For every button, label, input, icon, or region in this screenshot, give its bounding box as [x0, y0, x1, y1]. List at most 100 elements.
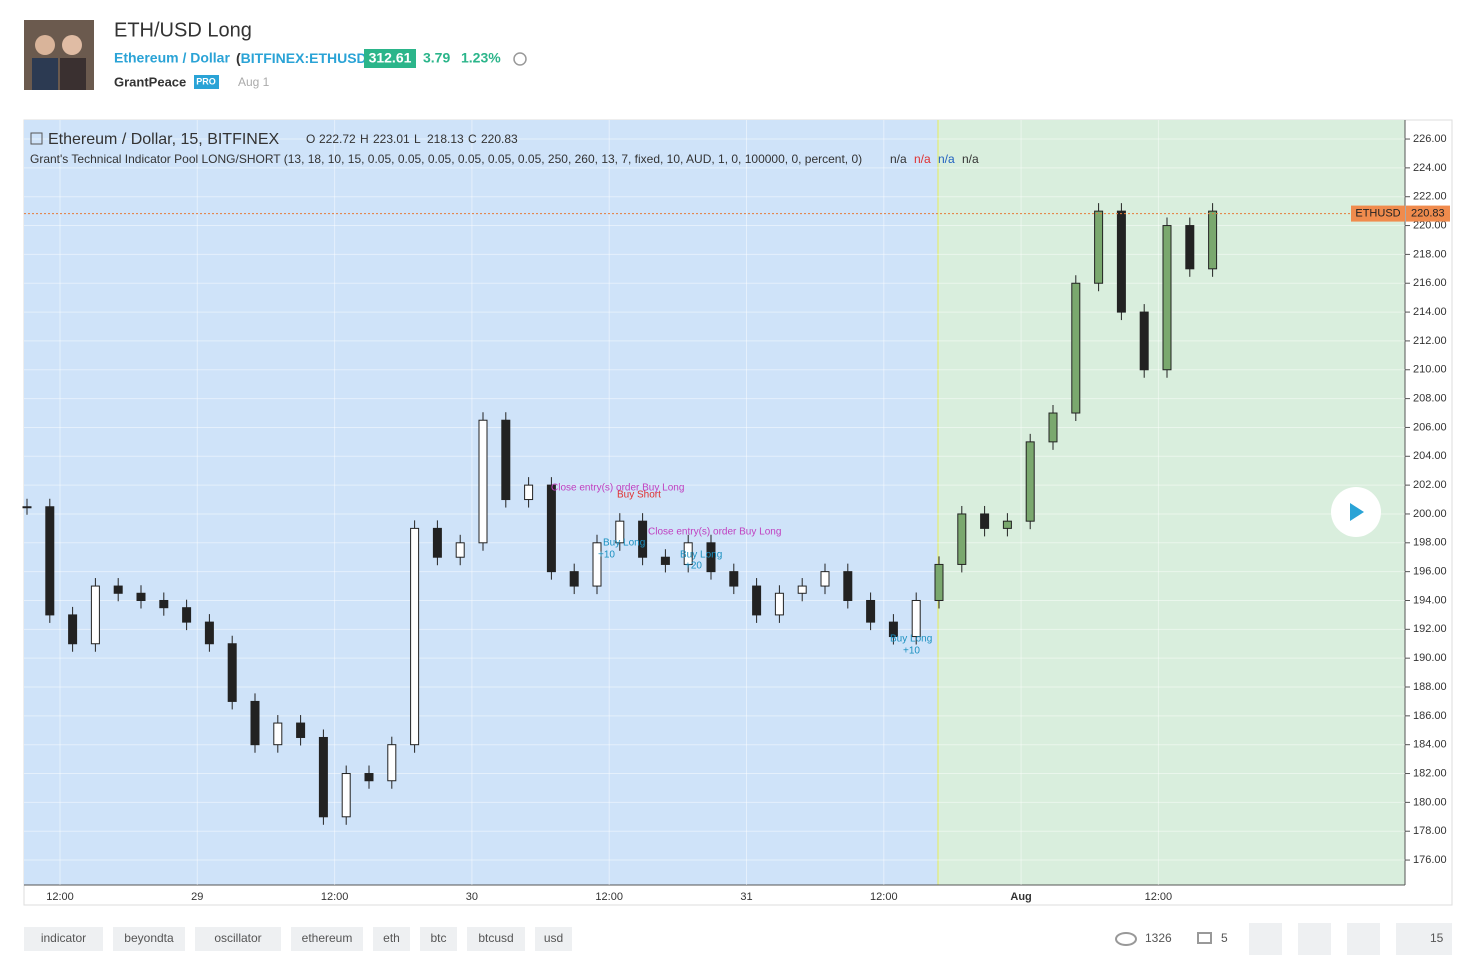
- candle: [752, 585, 762, 616]
- tag-chip[interactable]: [535, 927, 572, 951]
- comments-icon: [1197, 932, 1212, 944]
- annotation: +10: [598, 550, 615, 561]
- tag-chip[interactable]: [195, 927, 281, 951]
- y-tick-label: 196.00: [1413, 566, 1447, 578]
- y-tick-label: 212.00: [1413, 335, 1447, 347]
- y-tick-label: 220.00: [1413, 219, 1447, 231]
- candle: [888, 621, 898, 638]
- tag: indicator: [41, 931, 86, 945]
- star-button[interactable]: [1347, 923, 1380, 955]
- annotation: Buy Long: [890, 634, 932, 645]
- candle: [615, 520, 625, 544]
- x-tick-label: 30: [466, 891, 478, 903]
- candle: [45, 506, 55, 616]
- candle: [1139, 311, 1149, 371]
- play-icon: [1350, 503, 1364, 521]
- candle: [638, 520, 648, 558]
- tag-chip[interactable]: [420, 927, 457, 951]
- candle: [1116, 210, 1126, 313]
- candle: [957, 513, 967, 565]
- flag-button[interactable]: [1249, 923, 1282, 955]
- candle: [797, 585, 807, 594]
- share-button[interactable]: [1298, 923, 1331, 955]
- y-tick-label: 222.00: [1413, 191, 1447, 203]
- y-tick-label: 202.00: [1413, 479, 1447, 491]
- like-button[interactable]: [1396, 923, 1452, 955]
- y-tick-label: 210.00: [1413, 364, 1447, 376]
- symbol-tag: ETHUSD: [1355, 207, 1400, 219]
- candle: [546, 484, 556, 573]
- y-tick-label: 214.00: [1413, 306, 1447, 318]
- x-tick-label: 12:00: [1145, 891, 1173, 903]
- author[interactable]: GrantPeace: [114, 74, 186, 89]
- title: ETH/USD Long: [114, 19, 252, 41]
- candle: [341, 773, 351, 818]
- candle: [1208, 210, 1218, 270]
- tag-chip[interactable]: [467, 927, 525, 951]
- candle: [250, 700, 260, 746]
- annotation: Close entry(s) order Buy Long: [551, 483, 684, 494]
- y-tick-label: 218.00: [1413, 248, 1447, 260]
- candle: [90, 585, 100, 645]
- y-tick-label: 186.00: [1413, 710, 1447, 722]
- candle: [455, 542, 465, 558]
- y-tick-label: 178.00: [1413, 825, 1447, 837]
- y-tick-label: 200.00: [1413, 508, 1447, 520]
- tag-chip[interactable]: [24, 927, 103, 951]
- legend-title: Ethereum / Dollar, 15, BITFINEX: [48, 131, 280, 148]
- y-tick-label: 198.00: [1413, 537, 1447, 549]
- candle: [592, 542, 602, 587]
- alert-icon[interactable]: [513, 52, 527, 66]
- symbol-link[interactable]: Ethereum / Dollar: [114, 50, 230, 66]
- candle: [318, 736, 328, 818]
- change-pct: 1.23%: [461, 50, 501, 66]
- date: Aug 1: [238, 75, 270, 89]
- na-value: n/a: [962, 152, 979, 166]
- y-tick-label: 194.00: [1413, 594, 1447, 606]
- candle: [866, 599, 876, 623]
- last-price-bg: [1406, 205, 1450, 222]
- y-tick-label: 190.00: [1413, 652, 1447, 664]
- candle: [478, 419, 488, 544]
- annotation: +20: [685, 561, 702, 572]
- candle: [980, 513, 990, 529]
- tag-chip[interactable]: [291, 927, 363, 951]
- ohlc-key: L: [414, 132, 421, 146]
- pro: PRO: [196, 76, 216, 86]
- likes: 15: [1430, 931, 1444, 945]
- tag-chip[interactable]: [373, 927, 410, 951]
- annotation: Buy Short: [617, 490, 661, 501]
- na-value: n/a: [914, 152, 931, 166]
- annotation: +10: [903, 646, 920, 657]
- candle: [182, 607, 192, 623]
- candle: [1002, 520, 1012, 529]
- na-value: n/a: [890, 152, 907, 166]
- tag: beyondta: [124, 931, 174, 945]
- y-tick-label: 226.00: [1413, 133, 1447, 145]
- candle: [1048, 412, 1058, 443]
- pro-badge: [194, 75, 219, 89]
- candle: [296, 722, 306, 738]
- ohlc-key: O: [306, 132, 315, 146]
- ohlc-key: H: [360, 132, 369, 146]
- candle: [1071, 282, 1081, 414]
- candle: [683, 542, 693, 565]
- tag: btcusd: [478, 931, 513, 945]
- candle: [524, 484, 534, 501]
- x-tick-label: 12:00: [46, 891, 74, 903]
- y-tick-label: 192.00: [1413, 623, 1447, 635]
- exchange-link[interactable]: (BITFINEX:ETHUSD): [236, 50, 371, 66]
- candle: [410, 527, 420, 746]
- candle: [501, 419, 511, 501]
- annotation: Close entry(s) order Buy Long: [648, 527, 781, 538]
- collapse-icon[interactable]: [30, 132, 43, 145]
- candle: [113, 585, 123, 594]
- tag: ethereum: [302, 931, 353, 945]
- y-tick-label: 182.00: [1413, 767, 1447, 779]
- candle: [432, 527, 442, 558]
- ohlc-value: 220.83: [481, 132, 518, 146]
- candle: [136, 592, 146, 601]
- tag-chip[interactable]: [113, 927, 185, 951]
